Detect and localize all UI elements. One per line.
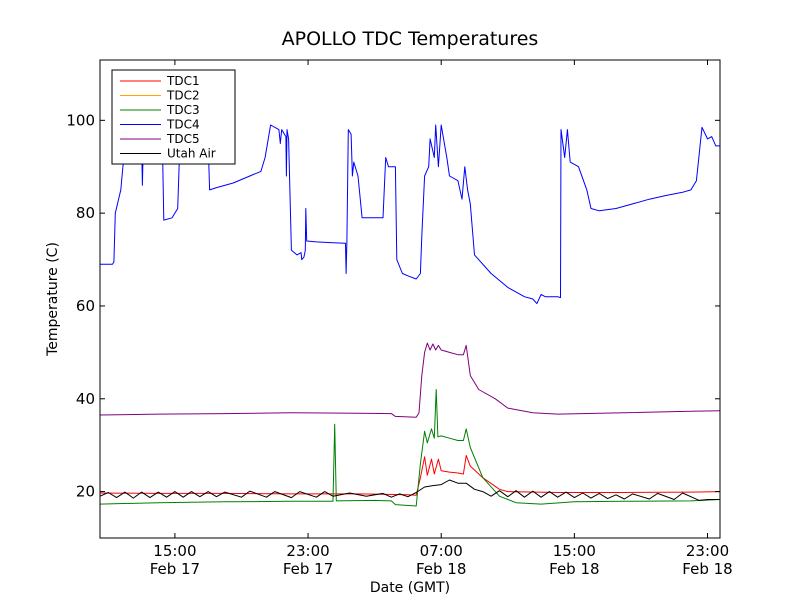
x-axis-label: Date (GMT): [370, 580, 450, 596]
x-tick-label-time: 07:00: [420, 542, 463, 560]
chart-title: APOLLO TDC Temperatures: [282, 28, 539, 50]
x-tick-label-time: 23:00: [686, 542, 729, 560]
series-line-utah-air: [99, 479, 720, 501]
y-tick-label: 40: [76, 390, 95, 408]
x-tick-label-time: 23:00: [286, 542, 329, 560]
legend-label: Utah Air: [167, 147, 216, 161]
series-line-tdc1: [99, 454, 721, 496]
plot-frame: [99, 59, 721, 539]
x-tick-label-date: Feb 17: [150, 560, 200, 578]
x-tick-label-date: Feb 18: [416, 560, 466, 578]
legend-label: TDC4: [166, 118, 200, 132]
y-tick-label: 20: [76, 483, 95, 501]
y-tick-label: 80: [76, 204, 95, 222]
series-line-tdc5: [99, 342, 721, 418]
legend-box: [111, 69, 236, 165]
x-tick-label-date: Feb 18: [682, 560, 732, 578]
series-line-tdc3: [99, 389, 721, 507]
legend-label: TDC3: [166, 103, 200, 117]
x-tick-label-time: 15:00: [153, 542, 196, 560]
legend-label: TDC2: [166, 89, 200, 103]
x-tick-label-date: Feb 18: [549, 560, 599, 578]
y-tick-label: 60: [76, 297, 95, 315]
x-tick-label-date: Feb 17: [283, 560, 333, 578]
y-tick-label: 100: [66, 111, 95, 129]
series-layer: [99, 124, 721, 507]
y-axis-label: Temperature (C): [45, 242, 61, 357]
y-axis: 20 40 60 80 100: [66, 111, 720, 501]
legend-label: TDC1: [166, 74, 200, 88]
series-line-tdc4: [100, 124, 720, 305]
legend-label: TDC5: [166, 132, 200, 146]
x-tick-label-time: 15:00: [553, 542, 596, 560]
